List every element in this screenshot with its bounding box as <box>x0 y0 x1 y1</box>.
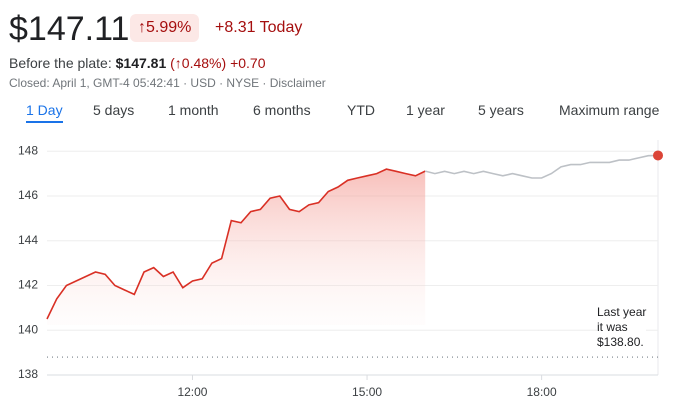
tab[interactable]: 5 years <box>478 102 524 118</box>
tab[interactable]: Maximum range <box>559 102 660 118</box>
annotation-line: Last year <box>597 305 647 319</box>
premarket-label: Before the plate: <box>9 55 112 71</box>
premarket-price: $147.81 <box>115 55 167 71</box>
premarket-change-pct: (↑0.48%) <box>170 55 227 71</box>
x-tick-label: 15:00 <box>352 385 382 399</box>
annotation: Last year it was $138.80. <box>597 305 647 350</box>
tab[interactable]: YTD <box>347 102 375 118</box>
area <box>47 169 426 325</box>
annotation-line: it was <box>597 320 628 334</box>
price-line <box>425 154 659 179</box>
end-marker <box>653 150 663 161</box>
status: Closed: April 1, GMT-4 05:42:41 · USD · … <box>9 76 326 90</box>
change-today: +8.31 Today <box>215 19 303 36</box>
y-tick-label: 138 <box>18 367 38 381</box>
tab[interactable]: 5 days <box>93 102 135 118</box>
y-tick-label: 146 <box>18 188 38 202</box>
tab[interactable]: 1 Day <box>26 102 63 123</box>
tab[interactable]: 1 month <box>168 102 219 118</box>
tab[interactable]: 6 months <box>253 102 311 118</box>
y-tick-label: 148 <box>18 143 38 157</box>
y-tick-label: 144 <box>18 233 38 247</box>
y-tick-label: 140 <box>18 322 38 336</box>
tab[interactable]: 1 year <box>406 102 445 118</box>
premarket-change: +0.70 <box>230 55 266 71</box>
price: $147.11 <box>9 10 130 48</box>
annotation-line: $138.80. <box>597 335 644 349</box>
x-tick-label: 12:00 <box>177 385 207 399</box>
premarket-row: Before the plate: $147.81 (↑0.48%) +0.70 <box>9 55 266 71</box>
tabs: 1 Day 5 days 1 month 6 months YTD 1 year 5 yea… <box>0 102 691 128</box>
x-tick-label: 18:00 <box>527 385 557 399</box>
y-tick-label: 142 <box>18 278 38 292</box>
price-line <box>46 168 426 320</box>
change-pct: ↑5.99% <box>130 14 200 42</box>
